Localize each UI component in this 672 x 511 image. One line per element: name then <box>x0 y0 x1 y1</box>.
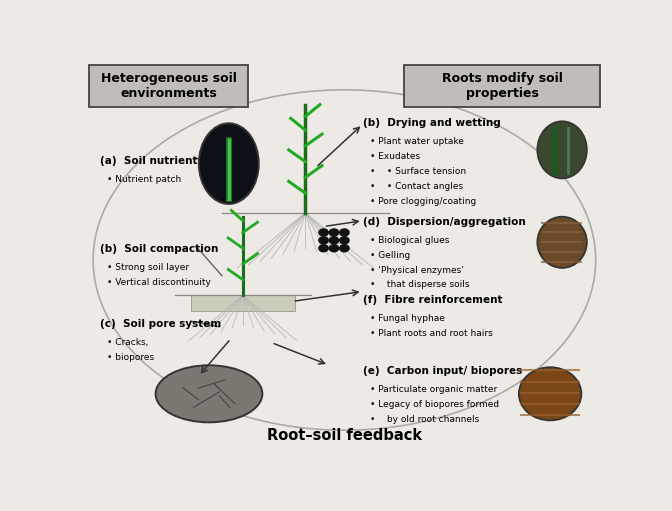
Text: • Exudates: • Exudates <box>370 152 421 161</box>
Circle shape <box>319 237 328 244</box>
Ellipse shape <box>519 367 581 421</box>
Text: (e)  Carbon input/ biopores: (e) Carbon input/ biopores <box>363 366 522 376</box>
Text: (b)  Soil compaction: (b) Soil compaction <box>99 244 218 254</box>
FancyBboxPatch shape <box>405 65 599 107</box>
Text: Root–soil feedback: Root–soil feedback <box>267 428 422 443</box>
Circle shape <box>329 237 339 244</box>
Circle shape <box>319 229 328 236</box>
Ellipse shape <box>538 217 587 268</box>
Text: •    • Surface tension: • • Surface tension <box>370 167 466 176</box>
FancyBboxPatch shape <box>89 65 248 107</box>
Text: • Plant roots and root hairs: • Plant roots and root hairs <box>370 329 493 338</box>
Text: (c)  Soil pore system: (c) Soil pore system <box>99 319 221 329</box>
Text: (a)  Soil nutrient: (a) Soil nutrient <box>99 156 197 166</box>
Circle shape <box>340 245 349 252</box>
Text: (b)  Drying and wetting: (b) Drying and wetting <box>363 119 501 128</box>
Text: • Vertical discontinuity: • Vertical discontinuity <box>108 278 211 287</box>
Text: (f)  Fibre reinforcement: (f) Fibre reinforcement <box>363 295 502 306</box>
Text: • Particulate organic matter: • Particulate organic matter <box>370 385 498 394</box>
Text: Heterogeneous soil
environments: Heterogeneous soil environments <box>101 72 237 100</box>
Circle shape <box>340 229 349 236</box>
Text: • Strong soil layer: • Strong soil layer <box>108 263 190 272</box>
Text: • Fungal hyphae: • Fungal hyphae <box>370 314 446 323</box>
Ellipse shape <box>156 365 262 422</box>
Circle shape <box>319 245 328 252</box>
Text: • Plant water uptake: • Plant water uptake <box>370 137 464 146</box>
Text: • biopores: • biopores <box>108 353 155 362</box>
Text: • Legacy of biopores formed: • Legacy of biopores formed <box>370 400 499 409</box>
Text: • Nutrient patch: • Nutrient patch <box>108 175 181 183</box>
Circle shape <box>340 237 349 244</box>
Text: • ‘Physical enzymes’: • ‘Physical enzymes’ <box>370 266 464 274</box>
FancyBboxPatch shape <box>191 295 295 311</box>
Text: (d)  Dispersion/aggregation: (d) Dispersion/aggregation <box>363 217 526 227</box>
Text: •    that disperse soils: • that disperse soils <box>370 281 470 290</box>
Text: Roots modify soil
properties: Roots modify soil properties <box>442 72 562 100</box>
Text: • Biological glues: • Biological glues <box>370 236 450 245</box>
Ellipse shape <box>199 123 259 204</box>
Ellipse shape <box>538 121 587 178</box>
Text: • Pore clogging/coating: • Pore clogging/coating <box>370 197 476 206</box>
Text: • Cracks,: • Cracks, <box>108 338 149 347</box>
Text: •    • Contact angles: • • Contact angles <box>370 182 464 191</box>
Text: •    by old root channels: • by old root channels <box>370 415 480 424</box>
Circle shape <box>329 229 339 236</box>
Circle shape <box>329 245 339 252</box>
Text: • Gelling: • Gelling <box>370 250 411 260</box>
